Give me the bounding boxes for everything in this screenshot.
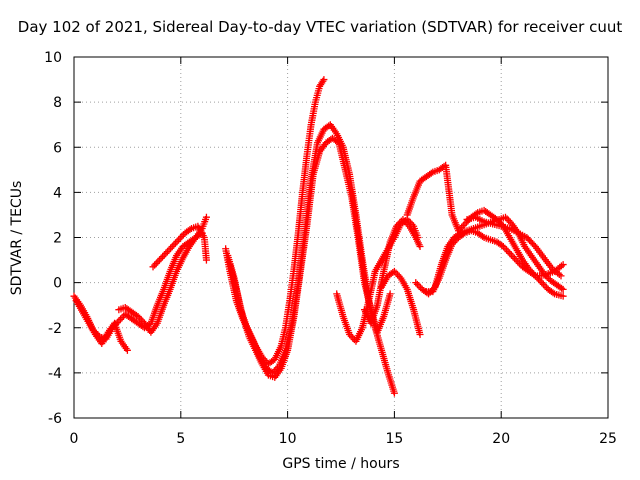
data-point (479, 232, 487, 240)
data-point (149, 263, 157, 271)
data-point (167, 244, 175, 252)
series-track-m (422, 227, 567, 296)
y-tick-label: 10 (44, 50, 62, 66)
data-point (202, 256, 210, 264)
data-point (157, 254, 165, 262)
y-tick-label: -4 (48, 366, 62, 382)
data-point (509, 253, 517, 261)
data-point (506, 249, 514, 257)
data-point (390, 389, 398, 397)
data-point (427, 169, 435, 177)
x-tick-label: 20 (492, 431, 510, 447)
data-point (535, 275, 543, 283)
data-point (538, 279, 546, 287)
data-point (559, 261, 567, 269)
data-points (70, 76, 567, 397)
data-point (459, 222, 467, 230)
data-point (162, 249, 170, 257)
data-point (559, 285, 567, 293)
data-point (123, 346, 131, 354)
data-point (539, 280, 547, 288)
series-track-j (378, 267, 424, 339)
data-point (171, 239, 179, 247)
y-axis-label: SDTVAR / TECUs (9, 180, 25, 296)
data-point (392, 269, 400, 277)
data-point (159, 253, 167, 261)
data-point (202, 213, 210, 221)
series-track-g (226, 134, 394, 381)
data-point (155, 256, 163, 264)
x-tick-label: 25 (599, 431, 617, 447)
data-point (559, 292, 567, 300)
data-point (152, 259, 160, 267)
data-point (416, 243, 424, 251)
axis-ticks: 0 5 10 15 20 25 -6 -4 -2 0 2 4 6 8 10 (44, 50, 617, 447)
data-point (154, 258, 162, 266)
data-point (503, 215, 511, 223)
data-point (413, 280, 421, 288)
data-point (503, 246, 511, 254)
y-tick-label: -2 (48, 321, 62, 337)
data-point (170, 241, 178, 249)
data-point (412, 279, 420, 287)
data-point (541, 282, 549, 290)
data-point (504, 248, 512, 256)
data-point (163, 248, 171, 256)
data-point (173, 237, 181, 245)
series-track-i (360, 215, 424, 327)
data-point (558, 284, 566, 292)
x-tick-label: 15 (385, 431, 403, 447)
y-tick-label: 4 (53, 185, 62, 201)
chart-title: Day 102 of 2021, Sidereal Day-to-day VTE… (17, 18, 623, 36)
data-point (530, 271, 538, 279)
series-track-b (72, 297, 131, 354)
x-tick-label: 10 (279, 431, 297, 447)
data-point (160, 251, 168, 259)
data-point (165, 246, 173, 254)
y-tick-label: -6 (48, 411, 62, 427)
data-point (549, 289, 557, 297)
y-tick-label: 6 (53, 140, 62, 156)
data-point (507, 251, 515, 259)
x-tick-label: 0 (70, 431, 79, 447)
data-point (386, 290, 394, 298)
data-point (415, 282, 423, 290)
data-point (186, 226, 194, 234)
data-point (178, 232, 186, 240)
series-track-d (149, 222, 210, 271)
series-track-c (115, 213, 210, 336)
y-tick-label: 0 (53, 276, 62, 292)
series-track-n (463, 213, 565, 280)
x-tick-label: 5 (176, 431, 185, 447)
data-point (320, 76, 328, 84)
data-point (116, 315, 124, 323)
data-point (151, 261, 159, 269)
x-axis-label: GPS time / hours (282, 456, 400, 472)
series-track-e (222, 76, 328, 368)
y-tick-label: 2 (53, 231, 62, 247)
data-point (416, 331, 424, 339)
y-tick-label: 8 (53, 95, 62, 111)
data-point (557, 272, 565, 280)
series-track-f (224, 121, 398, 397)
data-point (168, 243, 176, 251)
data-point (459, 230, 467, 238)
data-point (176, 234, 184, 242)
